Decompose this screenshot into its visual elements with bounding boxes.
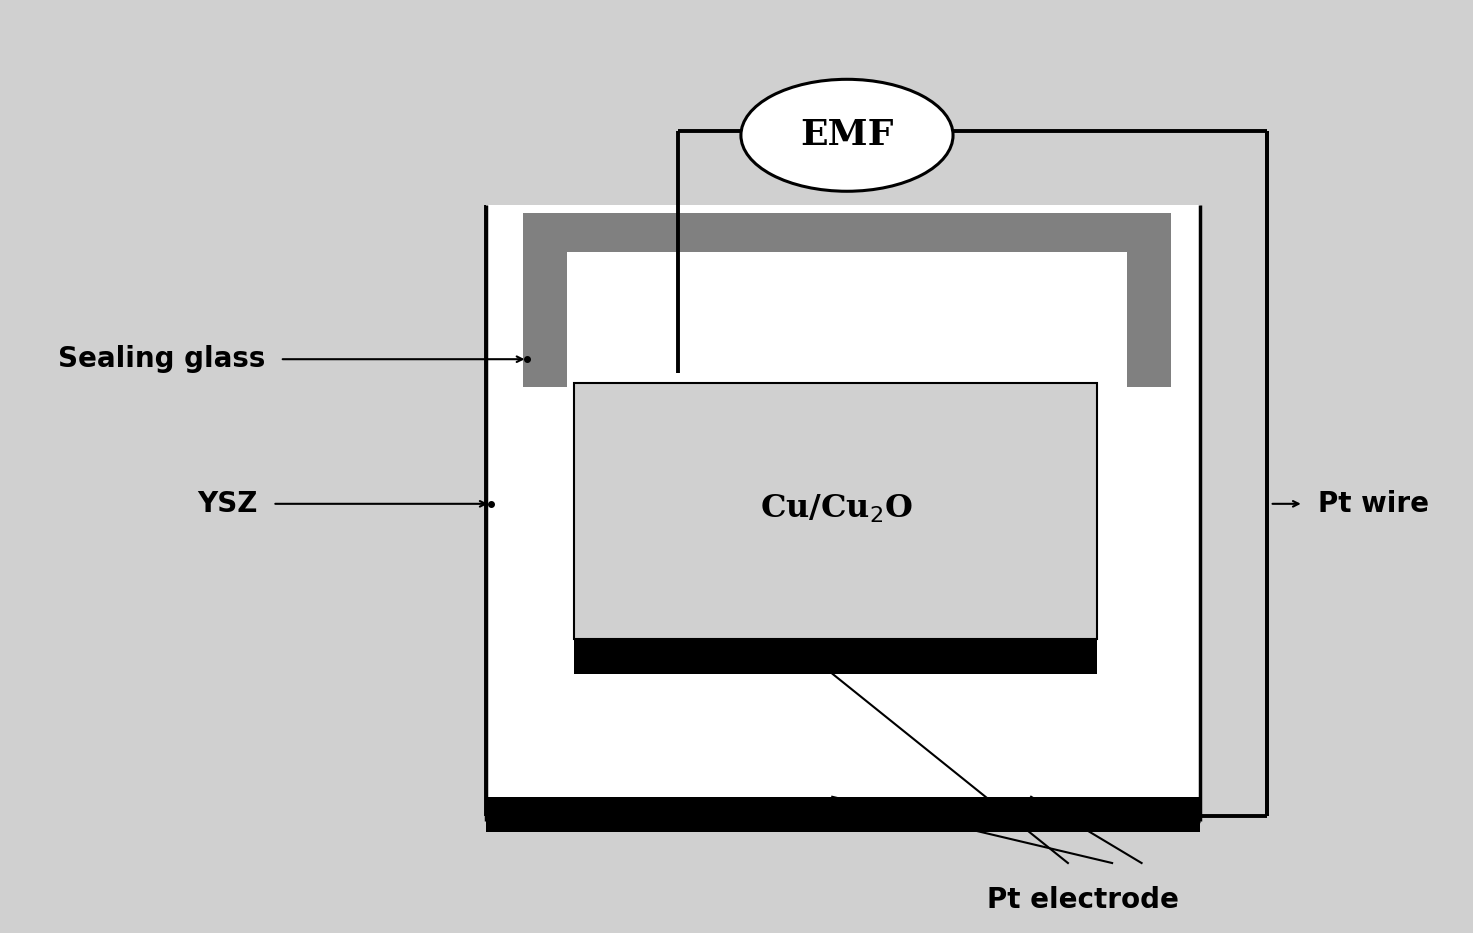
Text: YSZ: YSZ [197, 490, 258, 518]
Text: Cu/Cu$_2$O: Cu/Cu$_2$O [760, 493, 913, 524]
Bar [523, 213, 1171, 252]
Bar [574, 638, 1097, 674]
Text: Pt electrode: Pt electrode [987, 886, 1178, 914]
Bar [574, 383, 1097, 639]
Bar [523, 213, 567, 387]
Text: Sealing glass: Sealing glass [57, 345, 265, 373]
Text: Pt wire: Pt wire [1318, 490, 1429, 518]
Bar [486, 797, 1200, 832]
Ellipse shape [741, 79, 953, 191]
Bar [486, 205, 1200, 821]
Text: EMF: EMF [800, 118, 894, 152]
Bar [1127, 213, 1171, 387]
